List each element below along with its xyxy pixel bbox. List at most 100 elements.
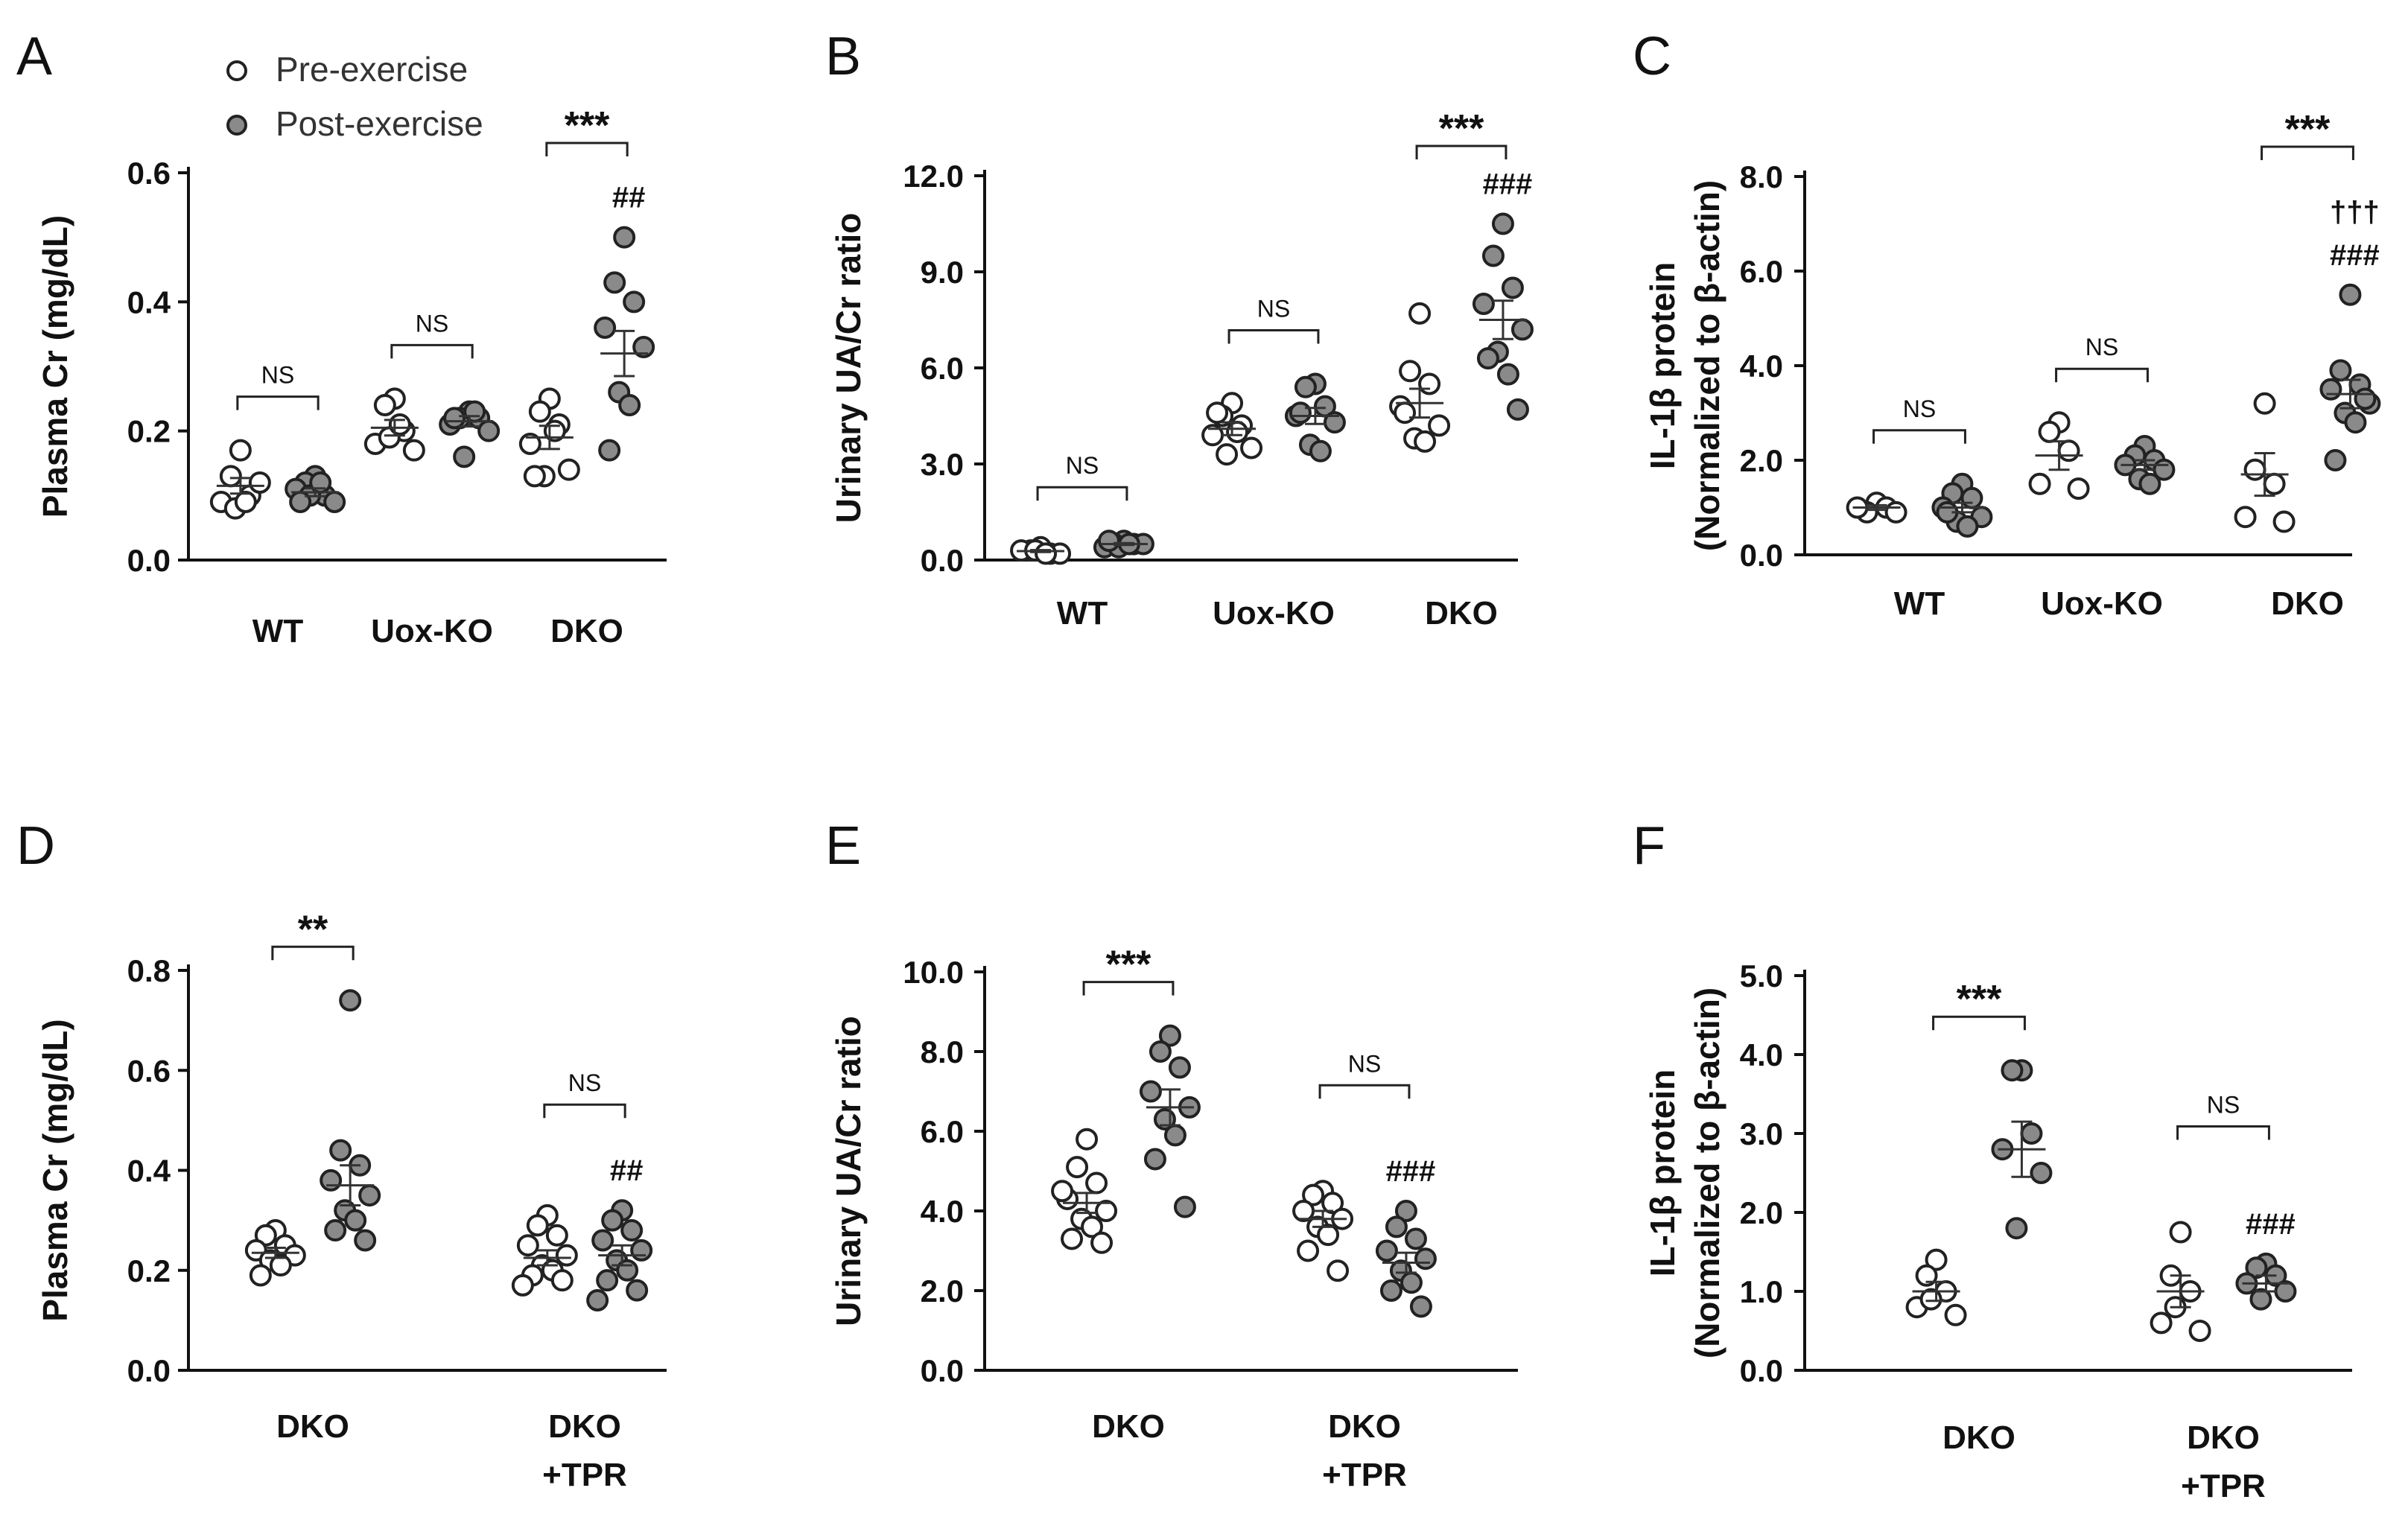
significance-label: NS xyxy=(416,310,448,337)
data-point-pre xyxy=(1297,1239,1320,1262)
y-axis-label: Urinary UA/Cr ratio xyxy=(829,1016,868,1326)
data-point-pre xyxy=(1418,372,1441,395)
data-point-pre xyxy=(1915,1264,1938,1287)
significance-label: NS xyxy=(2207,1092,2240,1119)
group-2: DKO *** ## xyxy=(518,104,655,649)
x-group-label: DKO xyxy=(548,1408,621,1445)
panel-e: E 0.0 2.0 4.0 6.0 8.0 10.0 Urinary UA/Cr ratio D… xyxy=(825,816,1518,1493)
data-point-post xyxy=(320,1168,343,1192)
x-group-label: WT xyxy=(1894,585,1945,622)
legend-post-label: Post-exercise xyxy=(276,104,483,143)
significance-bracket xyxy=(1318,1084,1411,1099)
data-point-post xyxy=(463,400,486,423)
y-tick-label: 2.0 xyxy=(1740,1195,1783,1230)
data-point-post xyxy=(598,439,621,462)
y-tick-label: 8.0 xyxy=(921,1034,964,1069)
data-point-post xyxy=(1097,530,1120,553)
significance-label: *** xyxy=(565,104,610,147)
legend-pre-label: Pre-exercise xyxy=(276,50,468,89)
x-group-label: DKO xyxy=(2271,585,2344,622)
data-point-post xyxy=(2329,359,2352,382)
data-point-pre xyxy=(2243,458,2266,481)
y-tick-label: 2.0 xyxy=(1740,443,1783,478)
legend-pre-marker xyxy=(226,60,247,81)
significance-label: *** xyxy=(1106,944,1151,987)
panel-c: C 0.0 2.0 4.0 6.0 8.0 IL-1β protein (Normalized… xyxy=(1633,27,2381,622)
y-axis-label-2: (Normalized to β-actin) xyxy=(1688,988,1726,1358)
data-point-post xyxy=(339,989,362,1012)
significance-label: NS xyxy=(1066,452,1099,479)
y-axis-label-2: (Normalized to β-actin) xyxy=(1688,180,1726,551)
x-group-label-2: +TPR xyxy=(2181,1468,2266,1504)
y-tick-label: 0.0 xyxy=(921,1353,964,1388)
data-point-pre xyxy=(219,465,242,488)
data-point-pre xyxy=(2234,506,2257,529)
significance-bracket xyxy=(1932,1015,2026,1031)
panel-letter-c: C xyxy=(1633,27,1671,86)
data-point-post xyxy=(1400,1271,1423,1294)
data-point-post xyxy=(1956,515,1979,538)
data-point-pre xyxy=(526,1214,549,1237)
data-point-pre xyxy=(2067,477,2090,500)
data-point-pre xyxy=(1394,401,1417,424)
data-point-post xyxy=(1385,1215,1408,1238)
data-point-post xyxy=(1501,276,1524,299)
data-point-post xyxy=(443,407,466,430)
y-tick-label: 0.6 xyxy=(127,1053,171,1088)
y-tick-label: 2.0 xyxy=(921,1273,964,1308)
y-axis-label: Plasma Cr (mg/dL) xyxy=(36,215,74,518)
group-1: DKO +TPR NS ### xyxy=(1292,1050,1437,1493)
data-point-pre xyxy=(2263,472,2286,495)
panel-letter-d: D xyxy=(16,816,55,876)
x-group-label: DKO xyxy=(1328,1408,1401,1445)
data-point-post xyxy=(1139,1080,1162,1103)
y-tick-label: 0.0 xyxy=(1740,1353,1783,1388)
data-point-post xyxy=(2249,1288,2272,1311)
data-point-post xyxy=(2020,1122,2043,1145)
significance-label: NS xyxy=(1348,1050,1381,1077)
group-1: DKO +TPR NS ### xyxy=(2150,1092,2297,1504)
data-point-post xyxy=(1960,486,1983,509)
data-point-post xyxy=(323,491,346,513)
posthoc-mark: ### xyxy=(1386,1155,1436,1188)
data-point-post xyxy=(1476,347,1499,370)
significance-label: NS xyxy=(261,362,294,389)
posthoc-mark: ## xyxy=(610,1154,644,1187)
panel-letter-e: E xyxy=(825,816,861,876)
significance-label: ** xyxy=(298,908,328,951)
posthoc-mark: ### xyxy=(1483,168,1533,201)
significance-bracket xyxy=(2055,367,2149,383)
x-group-label: Uox-KO xyxy=(371,613,493,649)
y-tick-label: 0.2 xyxy=(127,414,171,449)
data-point-pre xyxy=(1051,1180,1074,1203)
data-point-post xyxy=(1481,244,1505,267)
x-group-label: WT xyxy=(1057,595,1108,632)
data-point-pre xyxy=(1066,1156,1089,1179)
x-group-label: Uox-KO xyxy=(2041,585,2163,622)
data-point-post xyxy=(1510,318,1534,341)
data-point-post xyxy=(623,290,646,314)
data-point-post xyxy=(2319,378,2342,401)
significance-bracket xyxy=(2176,1125,2270,1140)
data-point-pre xyxy=(2188,1320,2211,1342)
y-tick-label: 6.0 xyxy=(921,1114,964,1149)
data-point-pre xyxy=(2253,392,2276,415)
data-point-pre xyxy=(550,1269,574,1292)
data-point-post xyxy=(1158,1024,1181,1047)
y-axis-label: IL-1β protein xyxy=(1643,262,1682,470)
y-tick-label: 0.0 xyxy=(127,1353,171,1388)
data-point-pre xyxy=(1085,1171,1108,1195)
significance-label: *** xyxy=(1957,978,2002,1021)
panel-f: F 0.0 1.0 2.0 3.0 4.0 5.0 IL-1β protein (Normali… xyxy=(1633,816,2352,1504)
panel-b: B 0.0 3.0 6.0 9.0 12.0 Urinary UA/Cr ratio WT NS… xyxy=(825,27,1534,632)
posthoc-mark: ## xyxy=(612,182,646,214)
data-point-pre xyxy=(229,439,252,462)
group-0: WT NS xyxy=(1846,395,1993,622)
data-point-post xyxy=(2344,411,2367,434)
data-point-pre xyxy=(402,439,425,462)
data-point-post xyxy=(1149,1040,1172,1063)
y-tick-label: 5.0 xyxy=(1740,958,1783,993)
data-point-post xyxy=(354,1229,377,1252)
group-1: Uox-KO NS xyxy=(363,310,501,649)
